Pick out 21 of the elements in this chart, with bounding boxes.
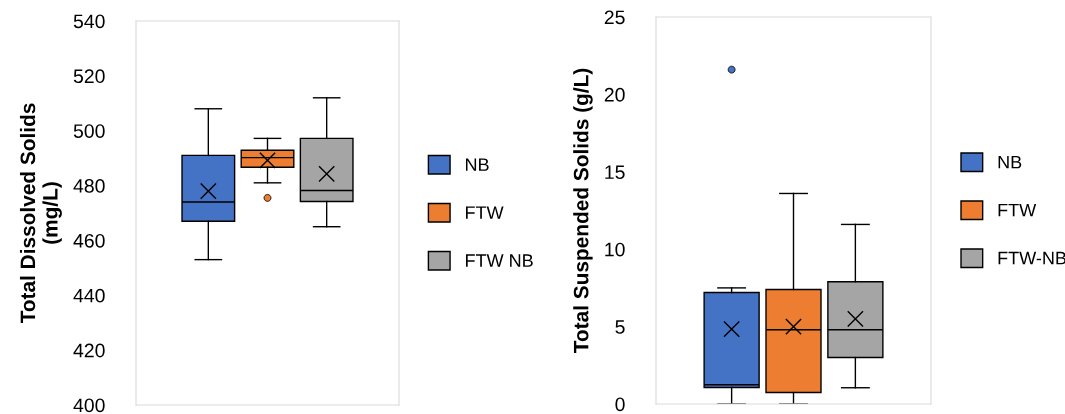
y-tick-label: 440 bbox=[73, 288, 105, 303]
y-tick-label: 0 bbox=[615, 397, 625, 412]
legend-label: NB bbox=[998, 155, 1022, 169]
y-tick-label: 400 bbox=[73, 398, 105, 413]
legend-label: FTW bbox=[465, 206, 504, 219]
y-axis-title: Total Dissolved Solids (mg/L) bbox=[19, 103, 62, 324]
legend-label: FTW NB bbox=[465, 254, 533, 267]
legend-label: NB bbox=[465, 158, 489, 171]
y-tick-label: 480 bbox=[73, 179, 105, 193]
y-tick-label: 520 bbox=[73, 69, 105, 84]
y-axis-title: Total Suspended Solids (g/L) bbox=[573, 68, 593, 353]
y-tick-label: 20 bbox=[604, 87, 625, 102]
y-tick-label: 5 bbox=[615, 320, 625, 334]
y-tick-label: 460 bbox=[73, 233, 105, 248]
y-tick-label: 420 bbox=[73, 343, 105, 358]
y-tick-label: 10 bbox=[605, 242, 625, 257]
legend-label: FTW bbox=[998, 203, 1037, 217]
y-tick-label: 500 bbox=[73, 124, 105, 138]
y-tick-label: 25 bbox=[604, 10, 625, 25]
y-tick-label: 540 bbox=[73, 14, 105, 29]
y-tick-label: 15 bbox=[605, 165, 625, 180]
